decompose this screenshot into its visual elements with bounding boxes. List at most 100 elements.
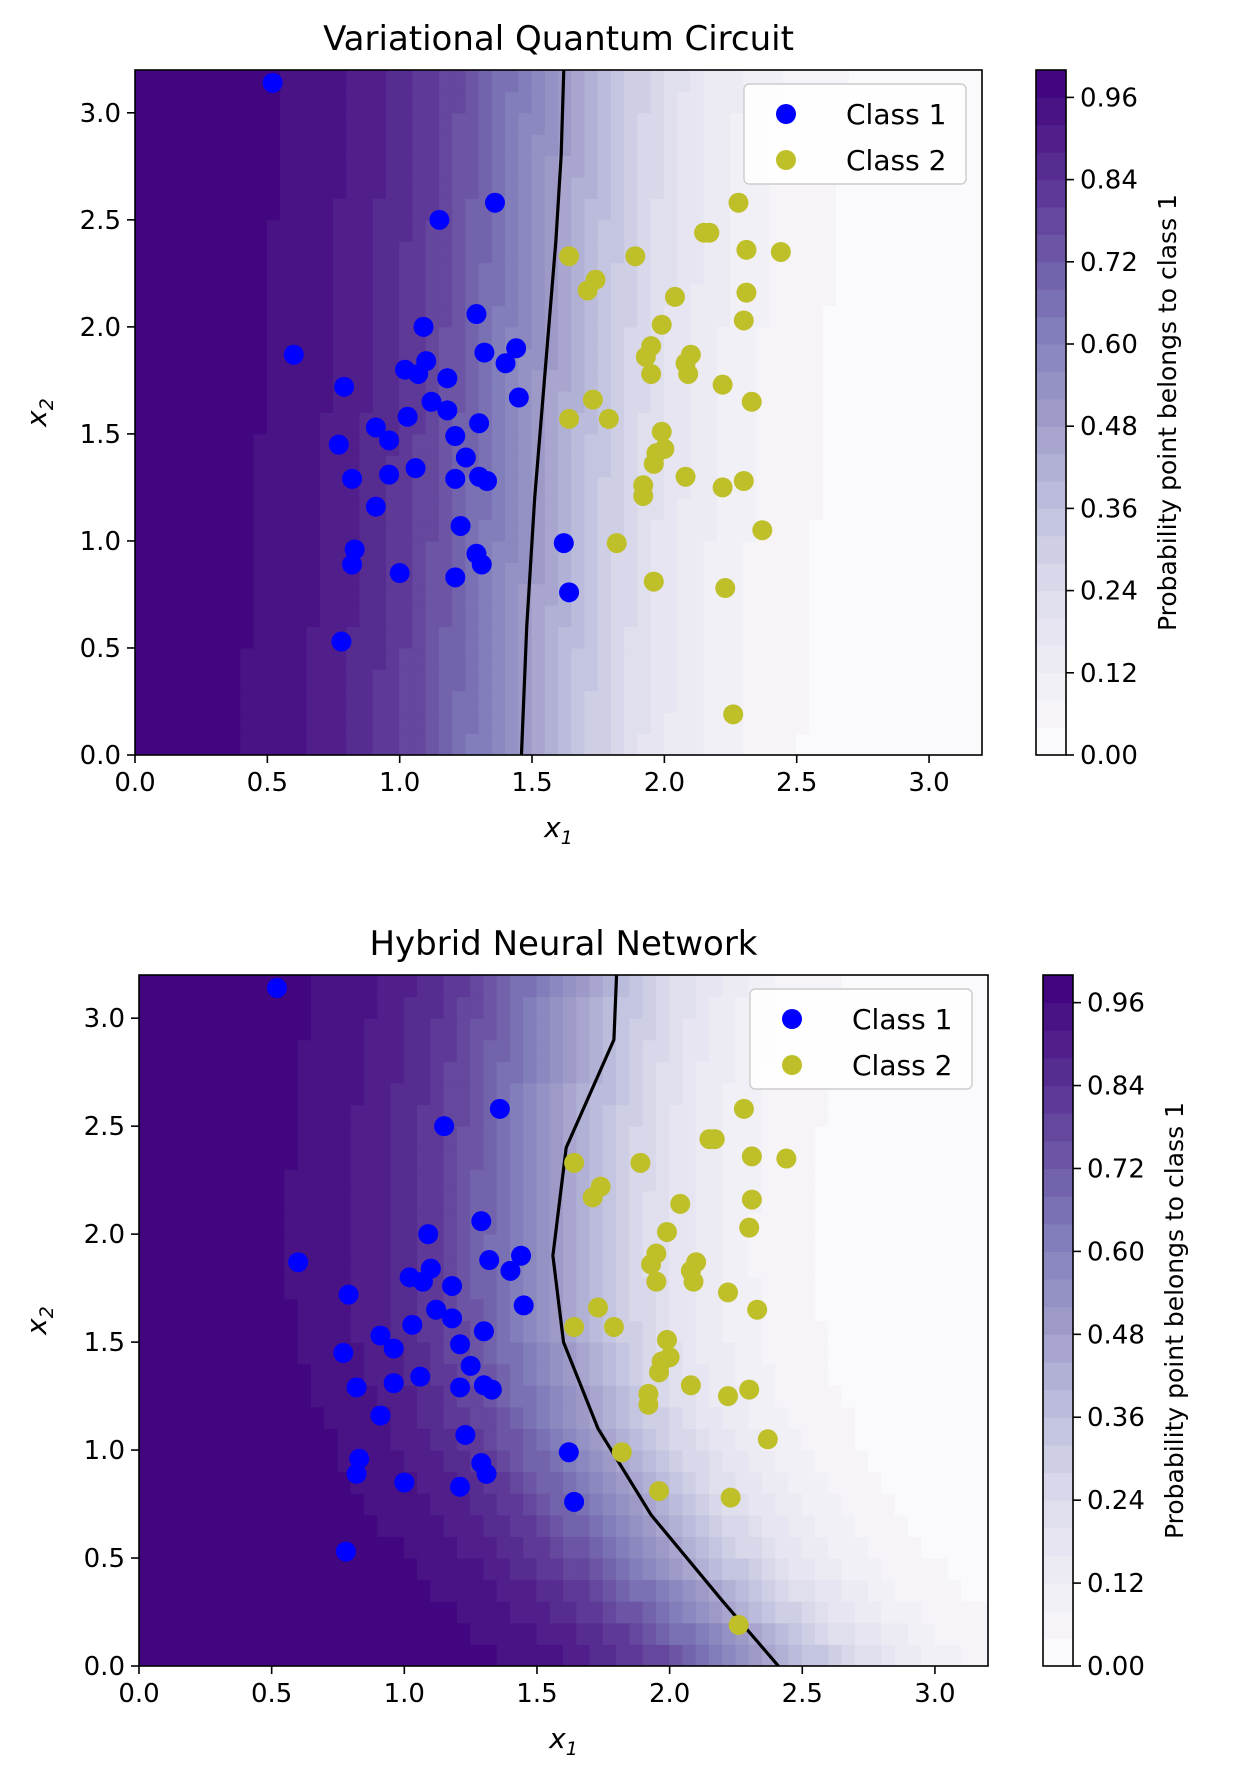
contour-cell [187, 197, 202, 221]
contour-cell [934, 1363, 949, 1386]
contour-cell [165, 1427, 180, 1451]
contour-cell [160, 711, 176, 735]
contour-cell [677, 70, 692, 92]
contour-cell [399, 240, 414, 264]
contour-cell [589, 1514, 604, 1537]
contour-cell [271, 1514, 286, 1537]
data-point-class1 [564, 1491, 585, 1512]
contour-cell [941, 583, 957, 606]
contour-cell [881, 1190, 896, 1214]
contour-cell [761, 1514, 777, 1537]
data-point-class2 [654, 438, 675, 459]
contour-cell [438, 668, 454, 692]
contour-cell [271, 1600, 286, 1624]
contour-cell [244, 996, 259, 1019]
contour-cell [280, 604, 295, 628]
contour-cell [796, 647, 811, 670]
contour-cell [558, 668, 573, 692]
contour-cell [769, 412, 784, 435]
contour-cell [187, 176, 202, 199]
contour-cell [894, 1276, 909, 1300]
contour-cell [775, 1341, 790, 1365]
contour-cell [788, 1125, 803, 1149]
contour-cell [139, 996, 153, 1019]
contour-cell [297, 996, 312, 1019]
contour-cell [536, 1471, 551, 1494]
contour-cell [390, 1427, 405, 1451]
contour-cell [518, 304, 533, 328]
contour-cell [280, 197, 295, 221]
contour-cell [584, 219, 599, 242]
contour-cell [324, 975, 339, 998]
contour-cell [722, 975, 737, 998]
contour-cell [610, 454, 626, 478]
contour-cell [788, 1190, 803, 1214]
contour-cell [240, 647, 255, 670]
contour-cell [204, 1622, 220, 1645]
contour-cell [868, 1147, 883, 1170]
contour-cell [748, 1406, 763, 1429]
contour-cell [231, 1060, 246, 1084]
contour-cell [761, 1471, 777, 1494]
contour-cell [518, 155, 533, 178]
contour-cell [147, 283, 162, 306]
contour-cell [782, 733, 798, 755]
contour-cell [735, 1039, 750, 1062]
contour-cell [868, 1233, 883, 1257]
contour-cell [761, 1622, 777, 1645]
contour-cell [616, 1017, 631, 1041]
contour-cell [677, 304, 692, 328]
contour-cell [597, 733, 612, 755]
contour-cell [430, 1600, 445, 1624]
contour-cell [960, 1125, 976, 1149]
contour-cell [465, 626, 480, 649]
contour-cell [669, 1514, 684, 1537]
contour-cell [280, 369, 295, 392]
contour-cell [271, 1579, 286, 1602]
contour-cell [584, 583, 599, 606]
contour-cell [139, 1427, 153, 1451]
contour-cell [280, 647, 295, 670]
contour-cell [496, 1320, 511, 1343]
contour-cell [928, 668, 943, 692]
data-point-class2 [651, 421, 672, 442]
contour-cell [960, 1622, 976, 1645]
contour-cell [589, 1212, 604, 1235]
contour-cell [624, 604, 639, 628]
contour-cell [642, 1320, 657, 1343]
contour-cell [788, 1579, 803, 1602]
contour-cell [531, 283, 546, 306]
contour-cell [324, 1341, 339, 1365]
contour-cell [200, 519, 215, 542]
contour-cell [576, 1255, 591, 1278]
contour-cell [974, 1341, 988, 1365]
contour-cell [310, 1341, 326, 1365]
contour-cell [478, 90, 493, 114]
contour-cell [558, 690, 573, 713]
contour-cell [399, 626, 414, 649]
colorbar-tick-label: 0.12 [1080, 659, 1138, 689]
contour-cell [716, 497, 732, 521]
contour-cell [452, 70, 467, 92]
contour-cell [523, 1579, 538, 1602]
contour-cell [549, 1579, 564, 1602]
contour-cell [809, 733, 824, 755]
contour-cell [187, 733, 202, 755]
contour-cell [782, 583, 798, 606]
contour-cell [809, 561, 824, 585]
contour-cell [875, 711, 890, 735]
contour-cell [160, 369, 176, 392]
contour-cell [703, 454, 718, 478]
contour-cell [815, 1406, 830, 1429]
contour-cell [266, 240, 282, 264]
data-point-class2 [712, 477, 733, 498]
contour-cell [271, 1255, 286, 1278]
contour-cell [756, 412, 771, 435]
x-tick-label: 0.5 [247, 768, 288, 798]
x-tick-label: 1.0 [379, 768, 420, 798]
contour-cell [417, 1579, 432, 1602]
contour-cell [227, 711, 242, 735]
contour-cell [602, 1384, 618, 1408]
contour-cell [907, 1298, 923, 1321]
data-point-class1 [262, 72, 283, 93]
